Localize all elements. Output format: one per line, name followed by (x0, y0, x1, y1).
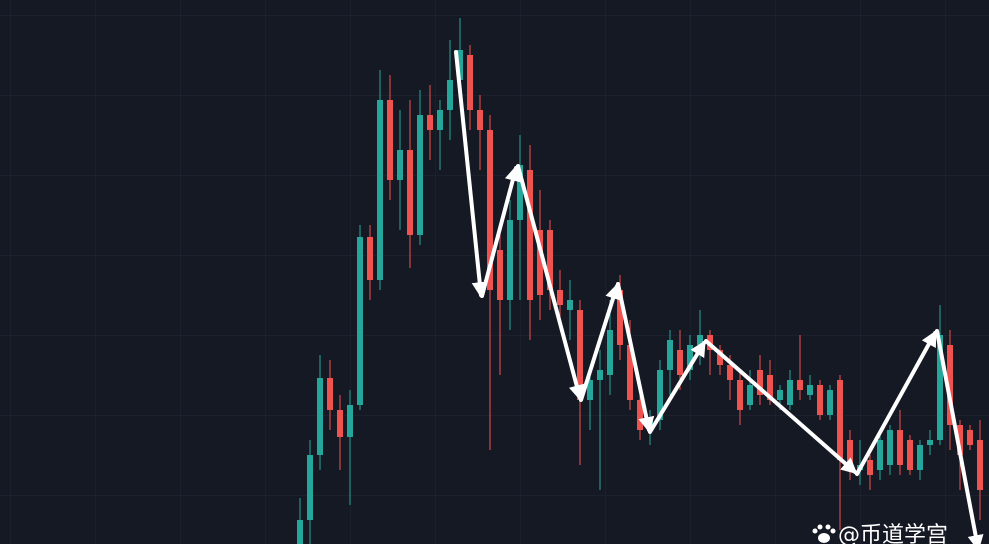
candle-body (757, 370, 763, 395)
candle-body (407, 150, 413, 235)
candle-body (497, 250, 503, 300)
candle-body (377, 100, 383, 280)
candle-body (507, 220, 513, 300)
candle-body (397, 150, 403, 180)
candle-body (627, 345, 633, 400)
candle-body (677, 350, 683, 375)
paw-icon (812, 524, 836, 543)
candle-body (427, 115, 433, 130)
candle-body (847, 440, 853, 470)
candle-body (417, 115, 423, 235)
arrow (935, 329, 984, 544)
candle-body (307, 455, 313, 520)
candle-body (817, 385, 823, 415)
candle-body (957, 425, 963, 455)
candle-body (577, 310, 583, 400)
candle-body (537, 230, 543, 295)
candle-body (487, 130, 493, 290)
candle-body (467, 55, 473, 110)
candle-body (727, 365, 733, 380)
arrow (616, 282, 655, 434)
candle-body (917, 445, 923, 470)
candle-body (587, 380, 593, 400)
candle-body (357, 237, 363, 405)
candle-body (637, 400, 643, 430)
candle-body (527, 170, 533, 300)
arrow (648, 340, 706, 434)
candle-body (617, 290, 623, 345)
arrow (579, 282, 621, 402)
candle-body (837, 380, 843, 460)
candle-body (887, 430, 893, 465)
candle-body (447, 80, 453, 110)
candle-body (927, 440, 933, 445)
candle-body (747, 385, 753, 405)
candle-body (907, 440, 913, 470)
candle-body (937, 335, 943, 440)
candle-body (557, 290, 563, 305)
candle-body (777, 390, 783, 400)
candle-body (437, 110, 443, 130)
candles (297, 18, 983, 544)
zigzag-annotation (454, 50, 984, 544)
candle-body (317, 378, 323, 455)
candle-body (597, 370, 603, 380)
candle-body (477, 110, 483, 130)
candle-body (387, 100, 393, 180)
candle-body (797, 380, 803, 390)
candle-body (867, 460, 873, 475)
candle-body (347, 405, 353, 437)
arrow (516, 164, 585, 402)
watermark: @币道学宫 (838, 523, 948, 544)
candle-body (807, 385, 813, 395)
candle-body (297, 520, 303, 544)
candle-body (897, 430, 903, 465)
candle-body (737, 380, 743, 410)
candle-body (337, 410, 343, 437)
candle-body (767, 375, 773, 400)
arrow (454, 50, 488, 299)
candle-body (657, 370, 663, 420)
candle-body (567, 300, 573, 310)
arrow (704, 339, 858, 475)
candle-body (787, 380, 793, 405)
candle-body (947, 345, 953, 425)
candle-body (667, 340, 673, 370)
candle-body (827, 390, 833, 415)
candle-body (877, 440, 883, 470)
candle-body (687, 345, 693, 370)
arrow (855, 330, 937, 476)
candle-body (977, 440, 983, 490)
candle-body (547, 230, 553, 290)
candle-body (517, 165, 523, 220)
candle-body (717, 350, 723, 365)
candle-body (967, 430, 973, 445)
arrow (480, 164, 521, 298)
candle-body (607, 330, 613, 375)
candle-body (697, 335, 703, 345)
candle-body (457, 50, 463, 80)
candle-body (367, 237, 373, 280)
candle-body (327, 378, 333, 410)
